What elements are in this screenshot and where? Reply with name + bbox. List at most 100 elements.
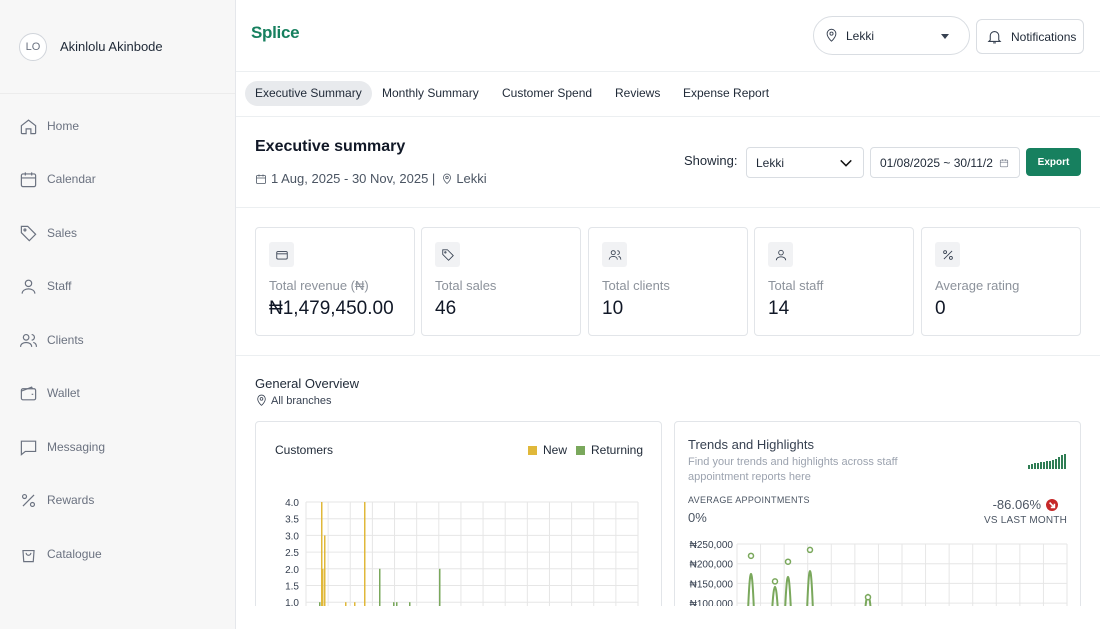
bar-new [322, 568, 324, 610]
showing-label: Showing: [684, 153, 738, 168]
sidebar-item-label: Wallet [47, 386, 80, 400]
line-spike [771, 586, 779, 610]
location-select[interactable]: Lekki [813, 16, 970, 55]
trend-change-value: -86.06% [992, 497, 1041, 512]
data-point [864, 593, 872, 601]
data-point [784, 558, 792, 565]
overview-scope: All branches [255, 394, 332, 407]
legend-swatch [528, 445, 537, 455]
sidebar-item-rewards[interactable]: Rewards [19, 488, 94, 512]
tab-reviews[interactable]: Reviews [615, 86, 661, 100]
location-value: Lekki [846, 28, 875, 43]
trends-panel: Trends and Highlights Find your trends a… [674, 421, 1081, 611]
summary-subtitle: 1 Aug, 2025 - 30 Nov, 2025 | Lekki [255, 171, 487, 186]
sidebar-item-label: Sales [47, 226, 78, 240]
branch-value: Lekki [756, 155, 785, 170]
data-point [747, 552, 755, 560]
calendar-icon [999, 159, 1009, 168]
tab-customer-spend[interactable]: Customer Spend [502, 86, 593, 100]
users-icon [19, 333, 38, 347]
notifications-button[interactable]: Notifications [976, 19, 1084, 54]
bar-returning [379, 568, 381, 610]
tag-icon [435, 242, 460, 267]
bar-new [324, 535, 326, 610]
tab-expense-report[interactable]: Expense Report [683, 86, 770, 100]
sidebar-item-label: Home [47, 119, 80, 133]
divider [236, 207, 1100, 208]
stat-card-staff: Total staff 14 [754, 227, 914, 336]
bell-icon [987, 31, 1002, 44]
y-tick-label: 1.0 [285, 598, 299, 609]
credit-card-icon [269, 242, 294, 267]
y-tick-label: 3.0 [285, 531, 299, 542]
stat-card-revenue: Total revenue (₦) ₦1,479,450.00 [255, 227, 415, 336]
stat-card-clients: Total clients 10 [588, 227, 748, 336]
branch-select[interactable]: Lekki [746, 147, 864, 178]
wallet-icon [20, 385, 37, 400]
top-bar: Splice Lekki Notifications [236, 0, 1100, 72]
sidebar: LO Akinlolu Akinbode Home Calendar Sales… [0, 0, 236, 629]
sidebar-item-staff[interactable]: Staff [19, 274, 71, 298]
line-spike [747, 573, 755, 610]
legend-swatch [576, 445, 585, 455]
y-tick-label: 2.5 [285, 548, 299, 559]
stat-value: ₦1,479,450.00 [269, 298, 394, 319]
trend-change-label: VS LAST MONTH [984, 515, 1067, 526]
summary-location: Lekki [456, 171, 487, 186]
date-range-value: 01/08/2025 ~ 30/11/2 [880, 155, 993, 170]
arrow-down-icon [1046, 498, 1058, 511]
map-pin-icon [826, 28, 837, 42]
sidebar-item-sales[interactable]: Sales [19, 221, 77, 245]
avatar: LO [19, 32, 47, 61]
customers-chart: 4.0 3.5 3.0 2.5 2.0 1.5 1.0 [285, 498, 639, 610]
y-tick-label: ₦250,000 [690, 540, 734, 551]
user-icon [21, 279, 36, 294]
y-tick-label: 2.0 [285, 565, 299, 576]
tab-executive-summary[interactable]: Executive Summary [245, 81, 372, 106]
stat-value: 0 [935, 298, 946, 319]
home-icon [20, 118, 37, 134]
line-spike [784, 575, 792, 610]
tab-monthly-summary[interactable]: Monthly Summary [382, 86, 479, 100]
bag-icon [22, 549, 35, 562]
report-tabs: Executive Summary Monthly Summary Custom… [236, 72, 1100, 117]
percent-icon [935, 242, 960, 267]
line-spike [806, 570, 814, 610]
trends-description: Find your trends and highlights across s… [688, 456, 898, 483]
bar-new [364, 502, 366, 610]
customers-chart-panel: Customers New Returning 4.0 3.5 3.0 2.5 2.0 1… [255, 421, 662, 611]
y-tick-label: ₦100,000 [690, 599, 734, 610]
users-icon [602, 242, 627, 267]
map-pin-icon [443, 173, 452, 184]
map-pin-icon [257, 394, 266, 406]
sidebar-item-catalogue[interactable]: Catalogue [19, 542, 102, 566]
y-tick-label: ₦200,000 [690, 560, 734, 571]
bar-returning [439, 568, 441, 610]
sidebar-item-label: Calendar [47, 172, 96, 186]
trends-title: Trends and Highlights [688, 437, 814, 452]
stat-label: Total sales [435, 278, 497, 293]
stat-label: Total revenue (₦) [269, 278, 369, 293]
sidebar-item-calendar[interactable]: Calendar [19, 167, 96, 191]
trends-chart: ₦250,000 ₦200,000 ₦150,000 ₦100,000 [690, 540, 1068, 610]
overview-scope-label: All branches [271, 394, 332, 407]
data-point [806, 546, 814, 554]
stat-card-sales: Total sales 46 [421, 227, 581, 336]
y-tick-label: 4.0 [285, 498, 299, 509]
stat-value: 46 [435, 298, 457, 319]
export-button[interactable]: Export [1026, 148, 1081, 176]
sidebar-item-messaging[interactable]: Messaging [19, 435, 105, 459]
sidebar-item-label: Rewards [47, 493, 95, 507]
stat-value: 10 [602, 298, 624, 319]
summary-date-range: 1 Aug, 2025 - 30 Nov, 2025 | [271, 171, 436, 186]
sidebar-item-label: Catalogue [47, 547, 102, 561]
profile[interactable]: LO Akinlolu Akinbode [0, 0, 235, 94]
logo: Splice [251, 23, 300, 42]
sidebar-item-clients[interactable]: Clients [19, 328, 84, 352]
sidebar-item-wallet[interactable]: Wallet [19, 381, 80, 405]
sidebar-item-home[interactable]: Home [19, 114, 79, 138]
date-range-picker[interactable]: 01/08/2025 ~ 30/11/2 [870, 147, 1020, 178]
legend-label: Returning [591, 443, 644, 457]
legend-new: New [528, 443, 567, 457]
y-tick-label: 3.5 [285, 515, 299, 526]
